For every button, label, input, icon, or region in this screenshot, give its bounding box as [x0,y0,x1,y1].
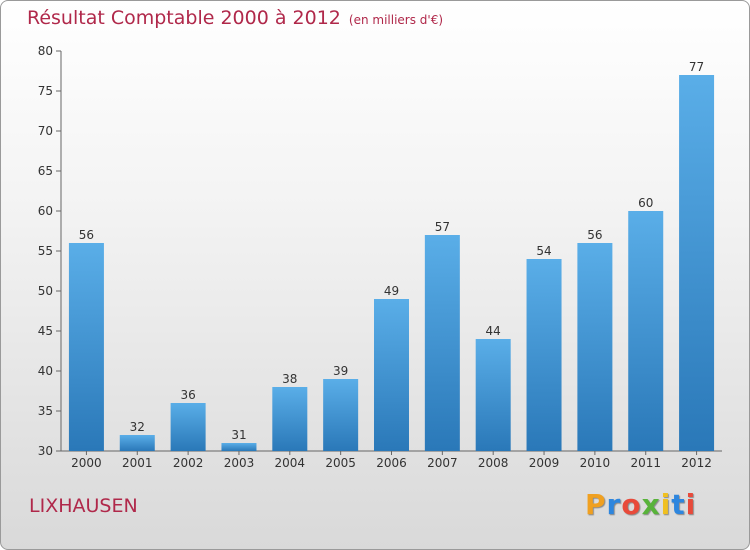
y-tick-label: 80 [38,44,53,58]
title-text: Résultat Comptable 2000 à 2012 [27,7,341,29]
data-label: 36 [180,388,195,402]
x-tick-label: 2002 [173,456,204,470]
x-tick-label: 2012 [681,456,712,470]
data-label: 56 [79,228,94,242]
data-label: 77 [689,60,704,74]
data-label: 44 [486,324,501,338]
y-tick-label: 70 [38,124,53,138]
x-tick-label: 2010 [580,456,611,470]
bar [526,259,562,451]
bar [679,75,715,451]
x-tick-label: 2004 [275,456,306,470]
data-label: 38 [282,372,297,386]
y-tick-label: 30 [38,444,53,458]
y-tick-label: 40 [38,364,53,378]
x-tick-label: 2005 [325,456,356,470]
chart-title: Résultat Comptable 2000 à 2012 (en millie… [27,7,443,29]
x-tick-label: 2000 [71,456,102,470]
bar [170,403,206,451]
data-label: 32 [130,420,145,434]
data-label: 60 [638,196,653,210]
data-label: 39 [333,364,348,378]
bar [221,443,257,451]
bar [119,435,155,451]
data-label: 31 [231,428,246,442]
logo-letter: t [671,488,686,521]
y-tick-label: 75 [38,84,53,98]
x-tick-label: 2009 [529,456,560,470]
bar [628,211,664,451]
x-tick-label: 2003 [224,456,255,470]
logo-letter: P [585,488,607,521]
bar [577,243,613,451]
y-tick-label: 55 [38,244,53,258]
bar [272,387,308,451]
logo-letter: r [606,488,622,521]
bar [68,243,104,451]
bar [424,235,460,451]
x-tick-label: 2006 [376,456,407,470]
y-tick-label: 60 [38,204,53,218]
logo-letter: i [685,488,697,521]
data-label: 54 [536,244,551,258]
place-name: LIXHAUSEN [29,495,138,517]
x-tick-label: 2008 [478,456,509,470]
x-tick-label: 2011 [630,456,661,470]
logo-letter: o [621,488,642,521]
y-tick-label: 35 [38,404,53,418]
logo-letter: x [641,488,661,521]
x-tick-label: 2001 [122,456,153,470]
proxiti-logo: Proxiti [585,488,696,521]
y-tick-label: 50 [38,284,53,298]
data-label: 49 [384,284,399,298]
logo-letter: i [660,488,672,521]
y-tick-label: 45 [38,324,53,338]
bar [323,379,359,451]
data-label: 56 [587,228,602,242]
x-tick-label: 2007 [427,456,458,470]
bar [475,339,511,451]
bar [374,299,409,451]
data-label: 57 [435,220,450,234]
y-tick-label: 65 [38,164,53,178]
chart-subtitle: (en milliers d'€) [348,13,444,27]
